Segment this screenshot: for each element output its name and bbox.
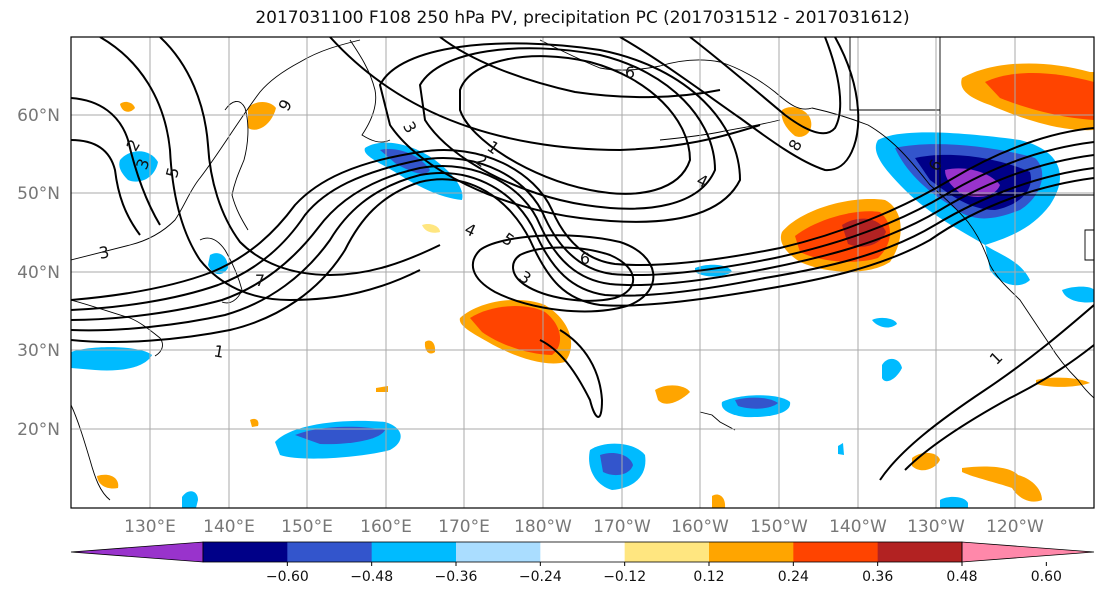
colorbar-tick-label: −0.60: [266, 569, 309, 585]
lon-label: 130°W: [907, 517, 965, 537]
colorbar-tick-label: −0.36: [435, 569, 478, 585]
lon-label: 120°W: [986, 517, 1044, 537]
lon-label: 160°W: [671, 517, 729, 537]
map-title: 2017031100 F108 250 hPa PV, precipitatio…: [255, 8, 910, 28]
colorbar-tick-label: 0.24: [778, 569, 809, 585]
lon-label: 170°W: [593, 517, 651, 537]
latitude-labels: 60°N 50°N 40°N 30°N 20°N: [17, 106, 60, 440]
lon-label: 180°W: [514, 517, 572, 537]
colorbar-extend-high: [961, 541, 1095, 563]
colorbar-tick-label: −0.24: [519, 569, 562, 585]
map-frame: [70, 36, 1095, 509]
contour-label: 6: [580, 249, 590, 268]
lon-label: 160°E: [360, 517, 412, 537]
lon-label: 150°E: [281, 517, 333, 537]
contour-label: 5: [162, 165, 183, 180]
lat-label: 40°N: [17, 263, 60, 283]
lat-label: 30°N: [17, 341, 60, 361]
colorbar-tick-label: −0.12: [603, 569, 646, 585]
colorbar-tick-label: −0.48: [350, 569, 393, 585]
lon-label: 140°W: [829, 517, 887, 537]
pv-contours: [71, 37, 1094, 481]
graticule: [71, 37, 1094, 508]
lon-label: 170°E: [438, 517, 490, 537]
colorbar-segment: [709, 542, 794, 562]
lon-label: 140°E: [203, 517, 255, 537]
colorbar-segment: [203, 542, 288, 562]
colorbar-tick-label: 0.60: [1031, 569, 1062, 585]
colorbar-segment: [877, 542, 963, 562]
lon-label: 150°W: [750, 517, 808, 537]
longitude-labels: 130°E 140°E 150°E 160°E 170°E 180°W 170°…: [124, 517, 1044, 537]
lat-label: 60°N: [17, 106, 60, 126]
colorbar: −0.60 −0.48 −0.36 −0.24 −0.12 0.12 0.24 0.36 0.4…: [70, 541, 1095, 585]
contour-label: 1: [212, 341, 225, 361]
colorbar-segment: [287, 542, 373, 562]
contour-label: 3: [97, 242, 110, 262]
colorbar-tick-label: 0.36: [862, 569, 893, 585]
colorbar-tick-label: 0.48: [946, 569, 977, 585]
contour-label: 7: [255, 271, 265, 290]
colorbar-segment: [793, 542, 879, 562]
colorbar-segment: [456, 542, 541, 562]
colorbar-segment: [540, 542, 626, 562]
colorbar-frame: [202, 541, 963, 563]
colorbar-tick-label: 0.12: [693, 569, 724, 585]
lon-label: 130°E: [124, 517, 176, 537]
colorbar-segment: [371, 542, 457, 562]
lat-label: 20°N: [17, 420, 60, 440]
contour-label: 6: [625, 63, 635, 82]
colorbar-segment: [624, 542, 710, 562]
colorbar-extend-low: [70, 541, 204, 563]
lat-label: 50°N: [17, 184, 60, 204]
